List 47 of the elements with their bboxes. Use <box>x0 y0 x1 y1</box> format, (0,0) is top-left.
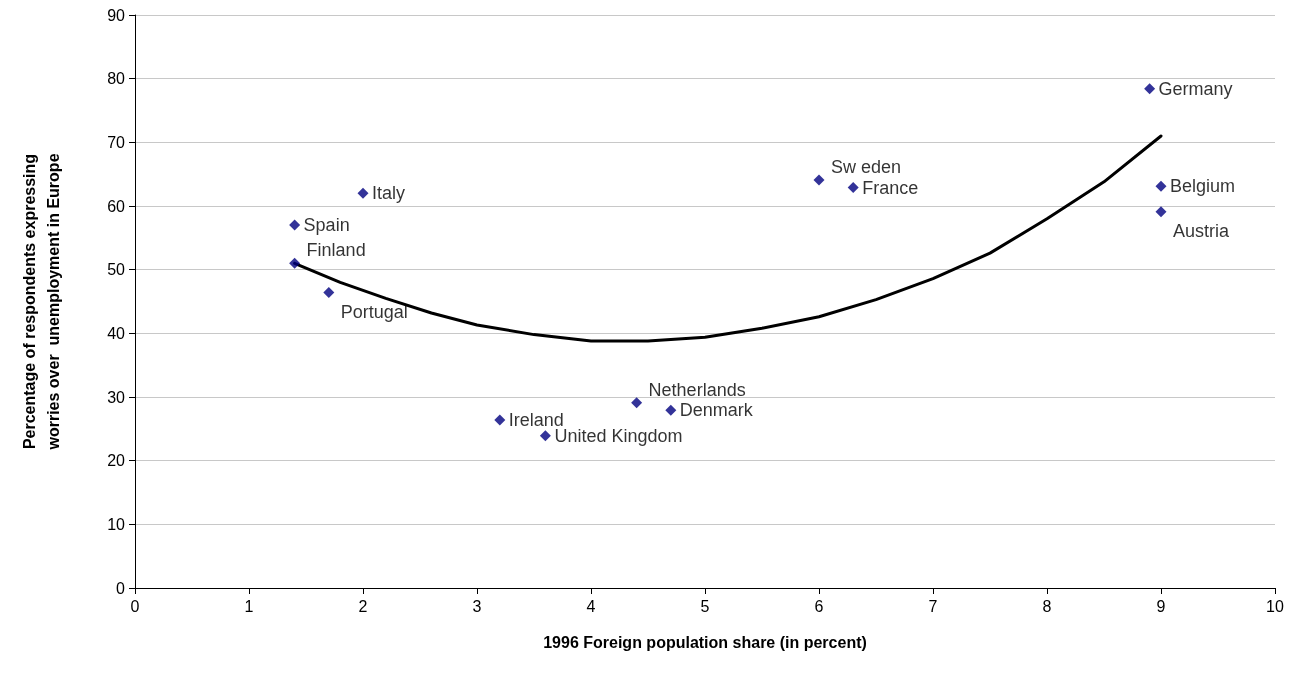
x-tick-label: 2 <box>358 597 368 615</box>
point <box>1155 180 1167 192</box>
y-tick-label: 40 <box>107 324 126 342</box>
annotation: Spain <box>303 215 350 236</box>
y-axis-title: Percentage of respondents expressing worries over unemployment in Europe <box>20 153 62 451</box>
point <box>323 287 335 299</box>
y-tick-label: 50 <box>107 261 126 279</box>
annotation: Netherlands <box>648 379 746 400</box>
point <box>357 187 369 199</box>
y-tick-label: 70 <box>107 133 126 151</box>
y-tick-label: 10 <box>107 515 126 533</box>
x-tick-label: 6 <box>814 597 824 615</box>
y-tick-label: 0 <box>116 579 126 597</box>
point <box>539 430 551 442</box>
annotation: Belgium <box>1170 176 1236 197</box>
y-tick-label: 60 <box>107 197 126 215</box>
y-tick-label: 80 <box>107 70 126 88</box>
annotation: Finland <box>306 240 366 261</box>
point <box>494 414 506 426</box>
x-tick-label: 7 <box>928 597 938 615</box>
x-tick-label: 10 <box>1266 597 1284 615</box>
point <box>813 174 825 186</box>
x-tick-label: 3 <box>472 597 482 615</box>
point <box>847 182 859 194</box>
point <box>1155 206 1167 218</box>
annotation: Denmark <box>679 400 754 421</box>
point <box>1144 83 1156 95</box>
annotation: Germany <box>1158 78 1233 99</box>
x-tick-label: 4 <box>586 597 596 615</box>
point <box>289 219 301 231</box>
point <box>631 397 643 409</box>
x-tick-label: 9 <box>1156 597 1166 615</box>
x-tick-label: 0 <box>130 597 140 615</box>
x-tick-label: 1 <box>244 597 254 615</box>
x-axis-title: 1996 Foreign population share (in percent) <box>543 633 867 651</box>
annotation: Austria <box>1173 220 1231 241</box>
y-tick-label: 90 <box>107 6 126 24</box>
annotation: Sw eden <box>831 156 902 177</box>
y-tick-label: 30 <box>107 388 126 406</box>
point <box>665 404 677 416</box>
x-tick-label: 5 <box>700 597 710 615</box>
annotation: France <box>862 177 919 198</box>
y-tick-label: 20 <box>107 452 126 470</box>
annotation: Italy <box>372 183 406 204</box>
point <box>289 257 301 269</box>
annotation: Portugal <box>340 301 408 322</box>
x-tick-label: 8 <box>1042 597 1052 615</box>
